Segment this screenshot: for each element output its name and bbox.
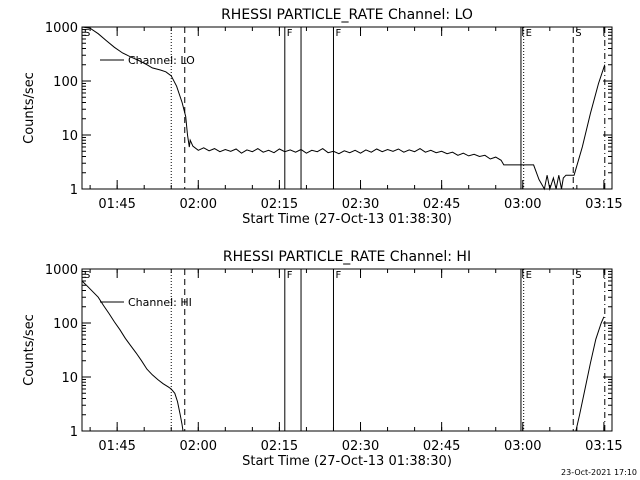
x-tick-label: 02:15 [261,197,298,212]
chart-title: RHESSI PARTICLE_RATE Channel: HI [223,249,471,265]
y-tick-label: 10 [61,129,78,144]
plot-frame [82,269,612,431]
y-tick-label: 100 [53,317,78,332]
event-marker-label: F [335,270,341,281]
panel-lo: RHESSI PARTICLE_RATE Channel: LO Start Ti… [22,7,623,227]
event-marker-label: F [287,270,293,281]
x-tick-label: 02:45 [423,197,460,212]
event-marker-label: E [526,270,532,281]
legend-label: Channel: HI [128,296,192,309]
event-marker-label: F [335,28,341,39]
x-tick-label: 01:45 [98,197,135,212]
x-tick-label: 02:00 [180,197,217,212]
x-tick-label: 03:00 [504,439,541,454]
event-marker-label: S [84,270,90,281]
y-tick-label: 1000 [45,263,78,278]
x-tick-label: 02:00 [180,439,217,454]
x-tick-label: 03:15 [585,197,622,212]
x-tick-label: 02:15 [261,439,298,454]
x-tick-label: 02:45 [423,439,460,454]
x-axis-label: Start Time (27-Oct-13 01:38:30) [242,454,452,469]
event-marker-label: E [526,28,532,39]
y-axis-label: Counts/sec [22,314,37,386]
event-marker-label: S [575,28,581,39]
event-marker-label: S [84,28,90,39]
x-tick-label: 02:30 [342,439,379,454]
chart-title: RHESSI PARTICLE_RATE Channel: LO [221,7,473,23]
event-marker-label: S [575,270,581,281]
series-line [82,27,605,189]
x-tick-label: 01:45 [98,439,135,454]
y-tick-label: 1000 [45,21,78,36]
y-axis-label: Counts/sec [22,72,37,144]
event-marker-label: F [287,28,293,39]
y-tick-label: 1 [70,183,78,198]
panel-hi: RHESSI PARTICLE_RATE Channel: HI Start Ti… [22,249,623,469]
y-tick-label: 100 [53,75,78,90]
x-tick-label: 02:30 [342,197,379,212]
legend-label: Channel: LO [128,54,195,67]
x-tick-label: 03:15 [585,439,622,454]
x-axis-label: Start Time (27-Oct-13 01:38:30) [242,212,452,227]
footer-timestamp: 23-Oct-2021 17:10 [561,468,637,477]
x-tick-label: 03:00 [504,197,541,212]
y-tick-label: 10 [61,371,78,386]
y-tick-label: 1 [70,425,78,440]
